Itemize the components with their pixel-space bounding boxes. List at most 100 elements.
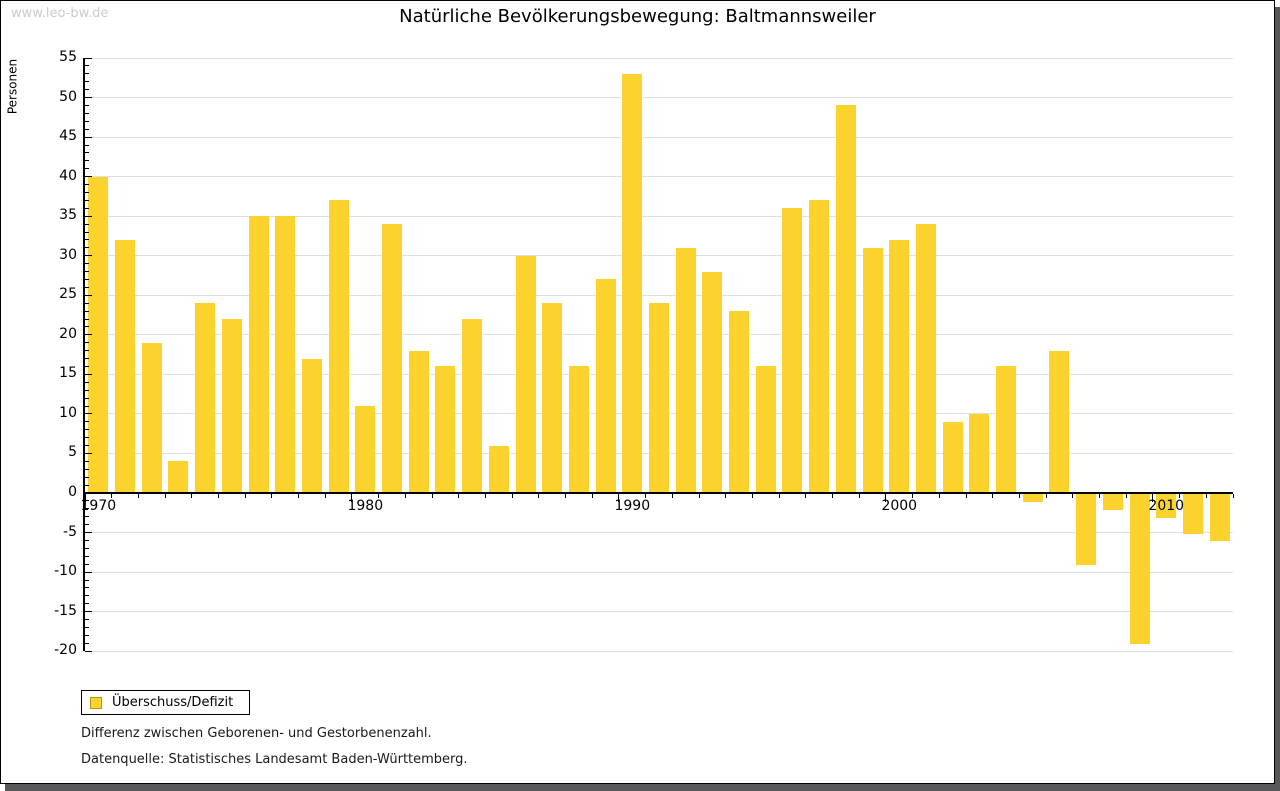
- x-tick-1978: [298, 494, 300, 498]
- x-tick-1976: [244, 494, 246, 498]
- y-tick--5: [85, 532, 92, 534]
- y-tick-33: [85, 231, 89, 233]
- y-tick-15: [85, 373, 92, 375]
- x-tick-2007: [1072, 494, 1074, 498]
- y-tick-label-10: 10: [59, 404, 77, 421]
- y-tick-45: [85, 136, 92, 138]
- y-tick-label-5: 5: [68, 444, 77, 461]
- y-tick-27: [85, 278, 89, 280]
- y-tick-label--15: -15: [54, 602, 77, 619]
- y-tick-17: [85, 358, 89, 360]
- y-tick-label--20: -20: [54, 642, 77, 659]
- bar-1978: [301, 358, 322, 493]
- x-tick-1993: [698, 494, 700, 498]
- bar-1998: [835, 105, 856, 493]
- y-tick-23: [85, 310, 89, 312]
- y-tick--19: [85, 642, 89, 644]
- y-tick-24: [85, 302, 89, 304]
- y-tick--16: [85, 619, 89, 621]
- bar-2010: [1156, 494, 1177, 518]
- bar-1982: [408, 350, 429, 493]
- y-tick-label--10: -10: [54, 563, 77, 580]
- gridline--15: [85, 611, 1233, 613]
- bar-1973: [168, 461, 189, 493]
- x-tick-1974: [191, 494, 193, 498]
- bar-1984: [462, 319, 483, 493]
- y-tick-4: [85, 460, 89, 462]
- y-tick--14: [85, 603, 89, 605]
- bar-2006: [1049, 350, 1070, 493]
- y-tick-38: [85, 191, 89, 193]
- y-tick-6: [85, 445, 89, 447]
- x-tick-1997: [805, 494, 807, 498]
- y-tick-52: [85, 81, 89, 83]
- bar-2001: [915, 224, 936, 493]
- x-tick-1989: [591, 494, 593, 498]
- y-tick-9: [85, 421, 89, 423]
- y-tick-label-45: 45: [59, 128, 77, 145]
- gridline-30: [85, 255, 1233, 257]
- x-tick-1994: [725, 494, 727, 498]
- legend-label: Überschuss/Defizit: [112, 695, 234, 710]
- y-tick-25: [85, 294, 92, 296]
- x-tick-1981: [378, 494, 380, 498]
- x-tick-2010: [1152, 494, 1154, 502]
- gridline--5: [85, 532, 1233, 534]
- y-tick-22: [85, 318, 89, 320]
- bar-1991: [649, 303, 669, 493]
- x-tick-1972: [137, 494, 139, 498]
- y-tick-30: [85, 255, 92, 257]
- bar-2004: [996, 366, 1017, 493]
- bar-1995: [755, 366, 776, 493]
- y-tick--1: [85, 500, 89, 502]
- y-tick--10: [85, 571, 92, 573]
- y-axis: [83, 58, 85, 652]
- y-tick--13: [85, 595, 89, 597]
- x-tick-1984: [458, 494, 460, 498]
- y-tick-53: [85, 73, 89, 75]
- x-tick-1988: [565, 494, 567, 498]
- y-tick-48: [85, 112, 89, 114]
- bar-1977: [275, 216, 296, 493]
- legend-swatch-icon: [90, 696, 102, 709]
- y-tick-10: [85, 413, 92, 415]
- y-tick-label--5: -5: [63, 523, 77, 540]
- bar-1997: [809, 200, 830, 493]
- y-tick-39: [85, 184, 89, 186]
- bar-2002: [942, 421, 963, 493]
- x-tick-2004: [992, 494, 994, 498]
- y-tick-2: [85, 476, 89, 478]
- bar-2007: [1076, 494, 1097, 566]
- y-tick-11: [85, 405, 89, 407]
- y-tick--8: [85, 555, 89, 557]
- bar-2009: [1129, 494, 1150, 645]
- y-tick-label-50: 50: [59, 88, 77, 105]
- bar-1979: [328, 200, 349, 493]
- y-tick-14: [85, 381, 89, 383]
- y-tick-31: [85, 247, 89, 249]
- y-tick-49: [85, 104, 89, 106]
- bar-1996: [782, 208, 803, 493]
- x-tick-1985: [484, 494, 486, 498]
- y-tick-7: [85, 437, 89, 439]
- x-tick-1982: [404, 494, 406, 498]
- y-tick-label-25: 25: [59, 286, 77, 303]
- x-tick-2000: [885, 494, 887, 502]
- x-tick-1986: [511, 494, 513, 498]
- y-tick-20: [85, 334, 92, 336]
- bar-1972: [141, 342, 162, 493]
- y-tick-13: [85, 389, 89, 391]
- y-tick-42: [85, 160, 89, 162]
- y-tick-46: [85, 128, 89, 130]
- y-tick-32: [85, 239, 89, 241]
- x-tick-1996: [778, 494, 780, 498]
- y-tick-0: [85, 492, 92, 494]
- gridline-45: [85, 136, 1233, 138]
- gridline-50: [85, 97, 1233, 99]
- bar-2005: [1022, 494, 1043, 502]
- y-tick-37: [85, 199, 89, 201]
- bar-1974: [195, 303, 216, 493]
- y-tick-41: [85, 168, 89, 170]
- y-tick--7: [85, 547, 89, 549]
